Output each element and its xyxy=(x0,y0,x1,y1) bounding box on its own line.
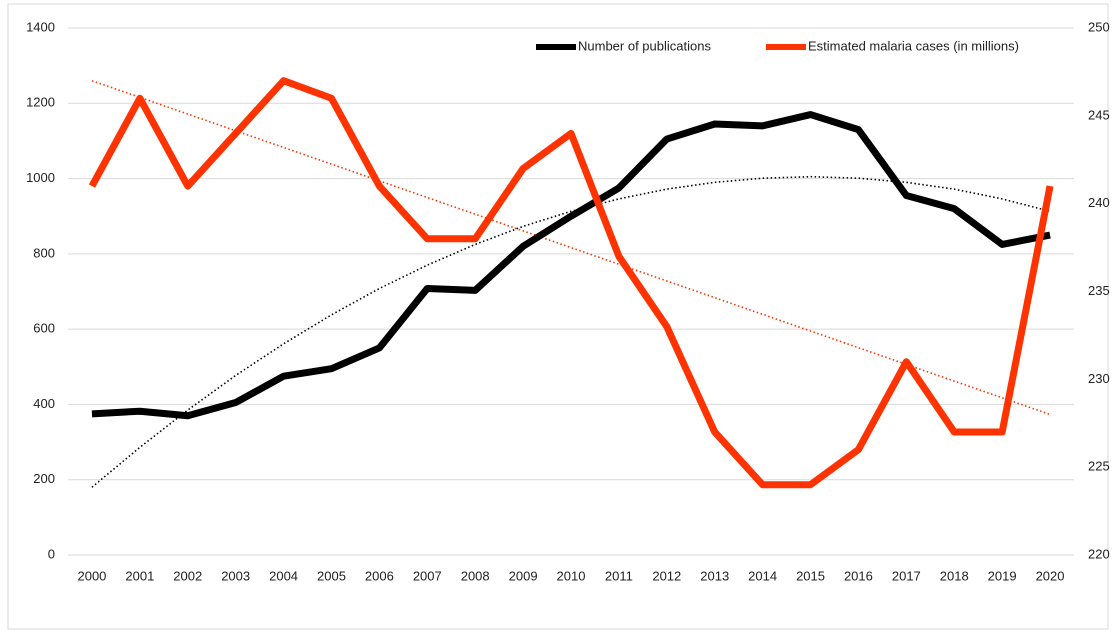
x-tick-label: 2009 xyxy=(509,568,538,583)
x-tick-label: 2018 xyxy=(940,568,969,583)
x-tick-label: 2008 xyxy=(461,568,490,583)
x-tick-label: 2020 xyxy=(1036,568,1065,583)
y-tick-label: 400 xyxy=(33,396,55,411)
y-tick-label: 0 xyxy=(48,546,55,561)
x-tick-label: 2000 xyxy=(77,568,106,583)
y-tick-label: 1400 xyxy=(26,19,55,34)
x-tick-label: 2015 xyxy=(796,568,825,583)
y-tick-label: 800 xyxy=(33,245,55,260)
x-tick-label: 2011 xyxy=(605,568,633,583)
trendline xyxy=(91,175,1051,488)
series-line xyxy=(88,77,1054,489)
legend-label: Number of publications xyxy=(578,38,711,53)
x-tick-label: 2001 xyxy=(125,568,154,583)
y-tick-label: 1000 xyxy=(26,170,55,185)
y2-tick-label: 225 xyxy=(1088,459,1110,474)
y2-tick-label: 235 xyxy=(1088,283,1110,298)
x-tick-label: 2006 xyxy=(365,568,394,583)
y2-tick-label: 250 xyxy=(1088,19,1110,34)
y2-tick-label: 220 xyxy=(1088,546,1110,561)
chart-frame xyxy=(7,3,1109,630)
legend-label: Estimated malaria cases (in millions) xyxy=(808,38,1019,53)
y-tick-label: 1200 xyxy=(26,95,55,110)
x-tick-label: 2012 xyxy=(652,568,681,583)
x-tick-label: 2004 xyxy=(269,568,298,583)
x-tick-label: 2013 xyxy=(700,568,729,583)
x-tick-label: 2017 xyxy=(892,568,921,583)
x-tick-label: 2016 xyxy=(844,568,873,583)
x-tick-label: 2019 xyxy=(988,568,1017,583)
x-tick-label: 2007 xyxy=(413,568,442,583)
y-tick-label: 200 xyxy=(33,471,55,486)
series-line xyxy=(91,111,1051,420)
y2-tick-label: 230 xyxy=(1088,371,1110,386)
x-tick-label: 2010 xyxy=(557,568,586,583)
y2-tick-label: 245 xyxy=(1088,107,1110,122)
x-tick-label: 2002 xyxy=(173,568,202,583)
x-tick-label: 2003 xyxy=(221,568,250,583)
y-tick-label: 600 xyxy=(33,321,55,336)
x-tick-label: 2005 xyxy=(317,568,346,583)
trendline xyxy=(91,79,1051,416)
x-tick-label: 2014 xyxy=(748,568,777,583)
y2-tick-label: 240 xyxy=(1088,195,1110,210)
